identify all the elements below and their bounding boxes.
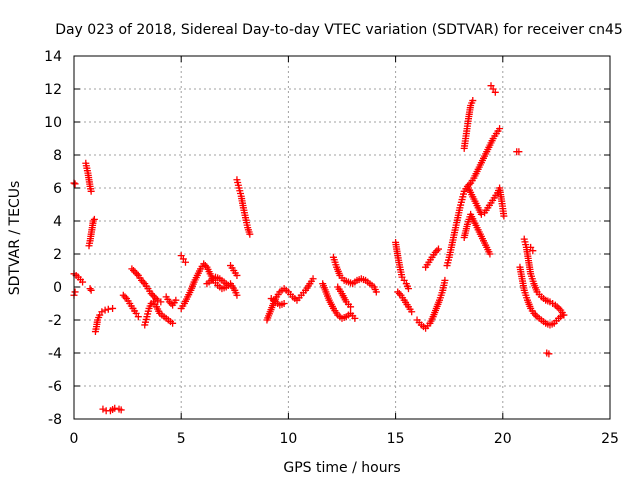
data-point (246, 230, 254, 238)
data-point (149, 291, 157, 299)
x-tick-label: 5 (177, 431, 186, 447)
data-point (233, 291, 241, 299)
data-point (71, 288, 79, 296)
y-tick-label: -6 (48, 379, 62, 395)
data-point (109, 304, 117, 312)
data-point (280, 300, 288, 307)
data-point (89, 217, 97, 225)
data-point (394, 288, 402, 296)
x-tick-label: 20 (494, 431, 512, 447)
data-point (150, 293, 158, 301)
y-tick-label: -2 (48, 313, 62, 329)
data-point (165, 298, 173, 306)
data-point (469, 97, 477, 105)
data-point (71, 180, 79, 188)
data-point (154, 296, 162, 304)
y-tick-label: 0 (53, 280, 62, 296)
data-point (167, 300, 175, 307)
data-point (515, 148, 523, 156)
data-point (463, 182, 471, 190)
data-point (496, 125, 504, 133)
data-point (395, 290, 403, 298)
data-point (169, 319, 177, 327)
y-tick-label: 12 (44, 82, 62, 98)
data-point (86, 285, 94, 293)
data-point (101, 306, 109, 314)
data-point (431, 248, 439, 256)
y-tick-label: 4 (53, 214, 62, 230)
data-point (433, 247, 441, 255)
y-tick-label: 10 (44, 115, 62, 131)
data-point (200, 260, 208, 268)
data-point (138, 276, 146, 284)
x-axis-label: GPS time / hours (283, 460, 400, 476)
data-point (119, 291, 127, 299)
data-point (372, 288, 380, 296)
data-point (181, 258, 189, 266)
x-tick-label: 15 (387, 431, 405, 447)
data-point (309, 275, 317, 283)
y-tick-label: -8 (48, 412, 62, 428)
data-point (491, 88, 499, 96)
chart-title: Day 023 of 2018, Sidereal Day-to-day VTE… (55, 22, 623, 38)
y-tick-label: 8 (53, 148, 62, 164)
data-point (121, 293, 129, 301)
data-point (87, 286, 95, 294)
data-point (531, 311, 539, 319)
y-tick-label: 14 (44, 49, 62, 65)
y-axis-label: SDTVAR / TECUs (7, 181, 23, 296)
data-point (404, 285, 412, 293)
y-tick-label: 6 (53, 181, 62, 197)
data-point (104, 305, 112, 313)
data-point (347, 303, 355, 311)
data-point (553, 303, 561, 311)
data-point (486, 250, 494, 258)
data-point (99, 405, 107, 413)
data-point (529, 247, 537, 255)
grid-lines (74, 56, 610, 419)
data-point (408, 308, 416, 316)
data-point (555, 304, 563, 312)
data-point (98, 308, 106, 316)
x-tick-label: 25 (601, 431, 619, 447)
plot-border (73, 55, 611, 420)
data-point (201, 262, 209, 270)
data-point (147, 290, 155, 298)
data-point (133, 270, 141, 278)
data-point (87, 187, 95, 195)
data-point (157, 298, 165, 306)
x-tick-label: 0 (70, 431, 79, 447)
y-tick-label: -4 (48, 346, 62, 362)
data-point (500, 212, 508, 220)
data-points (70, 82, 568, 415)
data-point (172, 296, 180, 304)
data-point (351, 314, 359, 322)
x-tick-label: 10 (279, 431, 297, 447)
data-point (545, 350, 553, 358)
data-point (117, 406, 125, 414)
data-point (530, 309, 538, 317)
y-tick-label: 2 (53, 247, 62, 263)
data-point (139, 278, 147, 286)
data-point (79, 278, 87, 286)
data-point (233, 271, 241, 279)
data-point (131, 268, 139, 276)
data-point (224, 281, 232, 289)
data-point (111, 404, 119, 412)
data-point (560, 311, 568, 319)
data-point (129, 267, 137, 274)
data-point (477, 210, 485, 218)
data-point (434, 245, 442, 253)
data-point (128, 265, 136, 273)
data-point (134, 313, 142, 321)
data-point (90, 215, 98, 223)
data-point (441, 276, 449, 284)
